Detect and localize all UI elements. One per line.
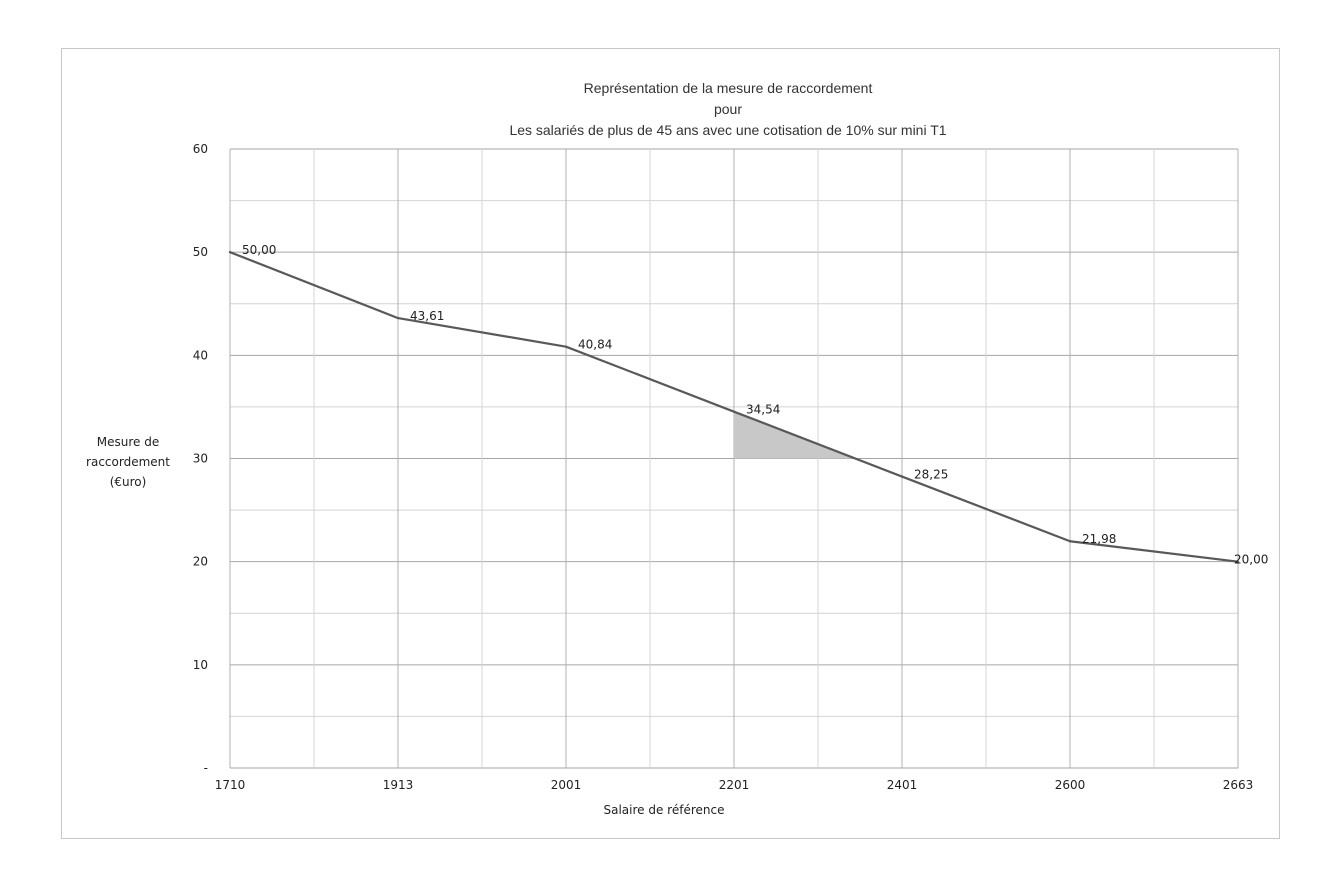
- axis-titles: Salaire de référence Mesure de raccordemen…: [86, 435, 724, 817]
- data-point: [1068, 540, 1072, 543]
- y-tick-label: -: [204, 761, 208, 775]
- data-point: [564, 345, 568, 348]
- x-tick-label: 2600: [1055, 778, 1086, 792]
- gridlines: [229, 148, 1239, 769]
- chart-title: Représentation de la mesure de raccordem…: [509, 80, 946, 138]
- x-tick-label: 2201: [719, 778, 750, 792]
- y-axis-title-line: Mesure de: [97, 435, 159, 449]
- y-axis-title-line: (€uro): [110, 475, 147, 489]
- data-point: [228, 250, 232, 254]
- title-line: Les salariés de plus de 45 ans avec une …: [509, 122, 946, 138]
- title-line: Représentation de la mesure de raccordem…: [584, 80, 873, 96]
- tick-labels: 1710 1913 2001 2201 2401 2600 2663 - 10 20 30 40 50 6…: [193, 142, 1254, 792]
- x-tick-label: 1913: [383, 778, 414, 792]
- chart: 50,00 43,61 40,84 34,54 28,25 21,98 20,00 1710…: [86, 80, 1268, 817]
- x-tick-label: 2663: [1223, 778, 1254, 792]
- y-tick-label: 10: [193, 658, 208, 672]
- chart-frame: 50,00 43,61 40,84 34,54 28,25 21,98 20,00 1710…: [61, 48, 1280, 839]
- y-tick-label: 30: [193, 452, 208, 466]
- data-point: [1236, 560, 1240, 563]
- data-labels: 50,00 43,61 40,84 34,54 28,25 21,98 20,00: [242, 243, 1268, 567]
- data-point: [900, 475, 904, 478]
- y-tick-label: 40: [193, 348, 208, 362]
- data-label: 50,00: [242, 243, 276, 257]
- data-label: 40,84: [578, 338, 612, 352]
- data-label: 21,98: [1082, 532, 1116, 546]
- x-tick-label: 1710: [215, 778, 246, 792]
- data-label: 34,54: [746, 403, 780, 417]
- y-axis-title-line: raccordement: [86, 455, 170, 469]
- title-line: pour: [714, 101, 742, 117]
- y-tick-label: 60: [193, 142, 208, 156]
- x-tick-label: 2401: [887, 778, 918, 792]
- x-axis-title: Salaire de référence: [604, 803, 725, 817]
- x-tick-label: 2001: [551, 778, 582, 792]
- data-label: 43,61: [410, 309, 444, 323]
- data-label: 28,25: [914, 468, 948, 482]
- data-label: 20,00: [1234, 553, 1268, 567]
- y-tick-label: 20: [193, 555, 208, 569]
- data-point: [732, 410, 736, 413]
- y-tick-label: 50: [193, 245, 208, 259]
- series: [228, 250, 1240, 563]
- data-point: [396, 316, 400, 320]
